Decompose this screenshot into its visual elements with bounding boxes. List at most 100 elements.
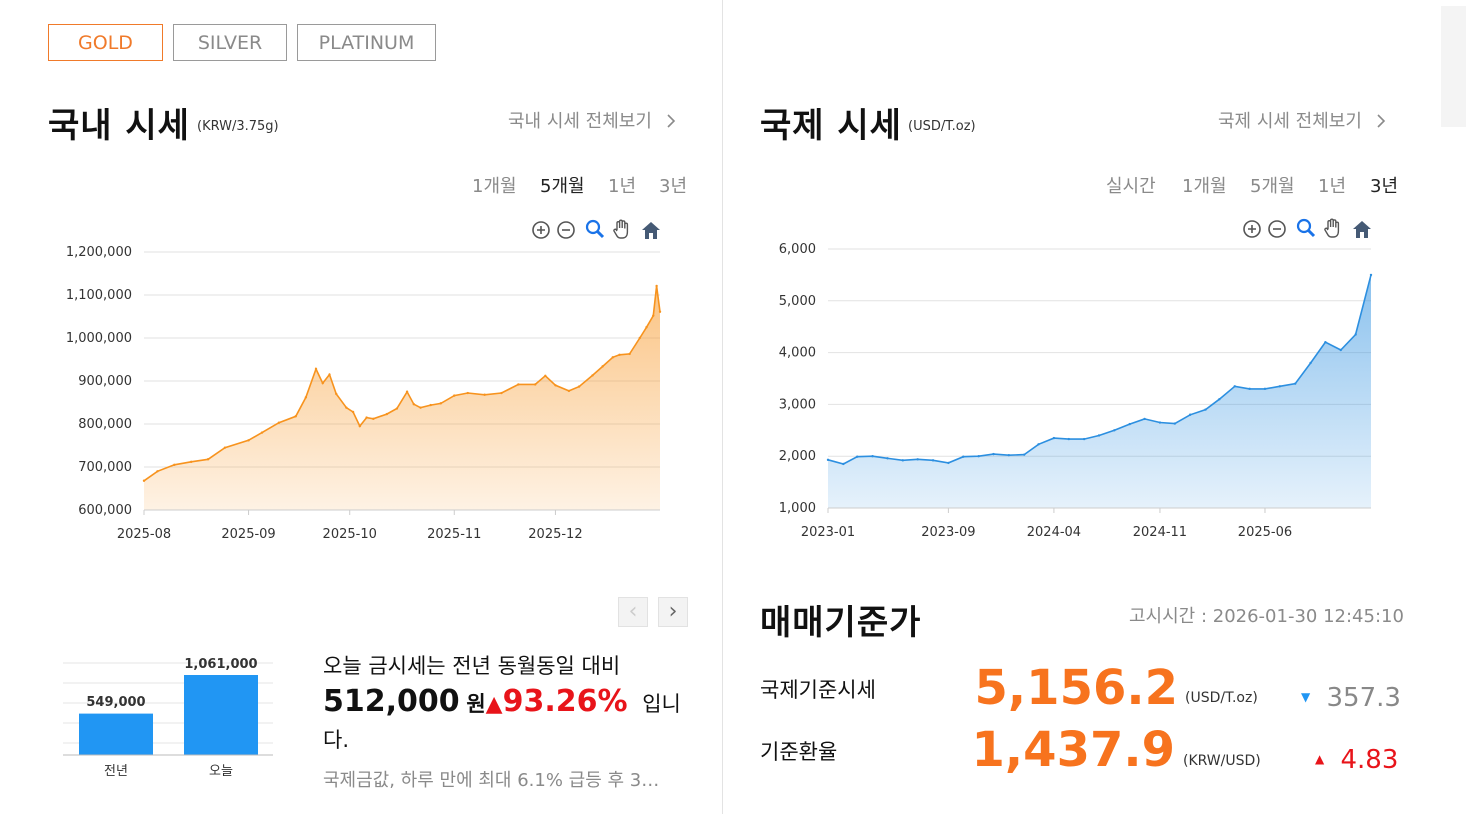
data-point <box>655 284 658 288</box>
data-point <box>1369 273 1373 277</box>
international-period-1m[interactable]: 1개월 <box>1182 176 1227 197</box>
domestic-price-chart: 1,200,000 1,100,000 1,000,000 900,000 800,00… <box>66 245 662 542</box>
international-unit: (USD/T.oz) <box>908 119 976 134</box>
domestic-period-1m[interactable]: 1개월 <box>472 176 517 197</box>
international-period-3y[interactable]: 3년 <box>1370 176 1399 197</box>
data-point <box>206 458 210 461</box>
data-point <box>826 458 830 462</box>
data-point <box>385 412 389 416</box>
y-tick-label: 900,000 <box>78 374 132 389</box>
x-tick-label: 2024-11 <box>1133 525 1187 540</box>
data-point <box>567 389 571 393</box>
data-point <box>1354 333 1357 336</box>
data-point <box>601 365 604 368</box>
data-point <box>190 460 193 464</box>
exchange-rate-change: ▲ 4.83 <box>1315 745 1398 775</box>
data-point <box>173 463 176 467</box>
y-tick-label: 1,200,000 <box>66 245 132 260</box>
bar-today <box>184 675 258 755</box>
y-tick-label: 1,000,000 <box>66 331 132 346</box>
zoom-in-icon[interactable] <box>1241 218 1263 240</box>
prev-button[interactable]: ‹ <box>618 597 648 627</box>
home-icon[interactable] <box>640 219 662 241</box>
domestic-period-1y[interactable]: 1년 <box>608 176 637 197</box>
data-point <box>328 373 331 376</box>
summary-diff-amount: 512,000 <box>323 684 460 719</box>
notice-time: 고시시간 : 2026-01-30 12:45:10 <box>1129 606 1404 627</box>
tab-silver[interactable]: SILVER <box>173 24 287 61</box>
x-tick-label: 2023-09 <box>921 525 975 540</box>
chevron-right-icon <box>1377 114 1385 128</box>
y-tick-label: 5,000 <box>779 294 816 309</box>
data-point <box>577 385 581 388</box>
chevron-left-icon: ‹ <box>628 599 638 624</box>
tab-gold[interactable]: GOLD <box>48 24 163 61</box>
y-tick-label: 6,000 <box>779 242 816 257</box>
x-tick-label: 2025-06 <box>1238 525 1292 540</box>
data-point <box>223 446 227 449</box>
data-point <box>1293 382 1297 385</box>
domestic-view-all-link[interactable]: 국내 시세 전체보기 <box>508 107 678 133</box>
domestic-title: 국내 시세 <box>48 106 190 146</box>
data-point <box>358 424 362 428</box>
year-compare-bar-chart <box>63 662 273 756</box>
data-point <box>1233 385 1236 388</box>
international-period-1y[interactable]: 1년 <box>1318 176 1347 197</box>
data-point <box>156 470 159 473</box>
pan-hand-icon[interactable] <box>1322 217 1344 239</box>
zoom-out-icon[interactable] <box>1266 218 1288 240</box>
data-point <box>1263 387 1267 391</box>
data-point <box>611 356 614 359</box>
pan-hand-icon[interactable] <box>611 218 633 240</box>
data-point <box>977 455 980 458</box>
news-headline-link[interactable]: 국제금값, 하루 만에 최대 6.1% 급등 후 3… <box>323 770 660 791</box>
up-arrow-icon: ▲ <box>1315 752 1325 766</box>
intl-base-price-unit: (USD/T.oz) <box>1185 690 1258 706</box>
data-point <box>1324 341 1327 344</box>
magnifier-icon[interactable] <box>1295 217 1317 239</box>
data-point <box>1188 413 1192 416</box>
column-divider <box>722 0 723 814</box>
x-tick-label: 2025-09 <box>221 527 275 542</box>
bar-value-last-year: 549,000 <box>86 695 146 710</box>
intl-base-price-value: 5,156.2 <box>974 660 1178 716</box>
data-point <box>351 410 355 414</box>
summary-diff-percent: 93.26% <box>502 684 628 719</box>
data-point <box>412 403 416 406</box>
x-tick-label: 2025-08 <box>117 527 171 542</box>
chevron-right-icon: › <box>668 599 678 624</box>
international-period-5m[interactable]: 5개월 <box>1250 176 1295 197</box>
data-point <box>517 383 520 386</box>
data-point <box>483 393 486 396</box>
x-tick-label: 2024-04 <box>1027 525 1081 540</box>
series-area <box>144 286 660 510</box>
tab-platinum[interactable]: PLATINUM <box>297 24 436 61</box>
data-point <box>260 431 264 434</box>
summary-suffix: 입니 <box>642 692 681 716</box>
data-point <box>1173 422 1177 425</box>
data-point <box>453 394 456 397</box>
data-point <box>405 390 409 393</box>
home-icon[interactable] <box>1351 218 1373 240</box>
zoom-out-icon[interactable] <box>555 219 577 241</box>
data-point <box>247 439 250 442</box>
zoom-in-icon[interactable] <box>530 219 552 241</box>
domestic-period-3y[interactable]: 3년 <box>659 176 688 197</box>
data-point <box>947 461 950 465</box>
international-period-realtime[interactable]: 실시간 <box>1106 176 1156 197</box>
y-tick-label: 1,100,000 <box>66 288 132 303</box>
data-point <box>1218 398 1221 401</box>
next-button[interactable]: › <box>658 597 688 627</box>
magnifier-icon[interactable] <box>584 218 606 240</box>
scrollbar[interactable] <box>1441 6 1466 127</box>
data-point <box>962 455 965 458</box>
international-view-all-link[interactable]: 국제 시세 전체보기 <box>1218 107 1388 133</box>
data-point <box>1052 436 1056 440</box>
exchange-rate-label: 기준환율 <box>760 740 838 764</box>
data-point <box>1248 387 1251 391</box>
domestic-period-5m[interactable]: 5개월 <box>540 176 585 197</box>
summary-line3: 다. <box>323 728 349 752</box>
bar-last-year <box>79 713 153 755</box>
data-point <box>628 352 631 356</box>
summary-line2: 512,000 원▲93.26% 입니 <box>323 684 681 719</box>
